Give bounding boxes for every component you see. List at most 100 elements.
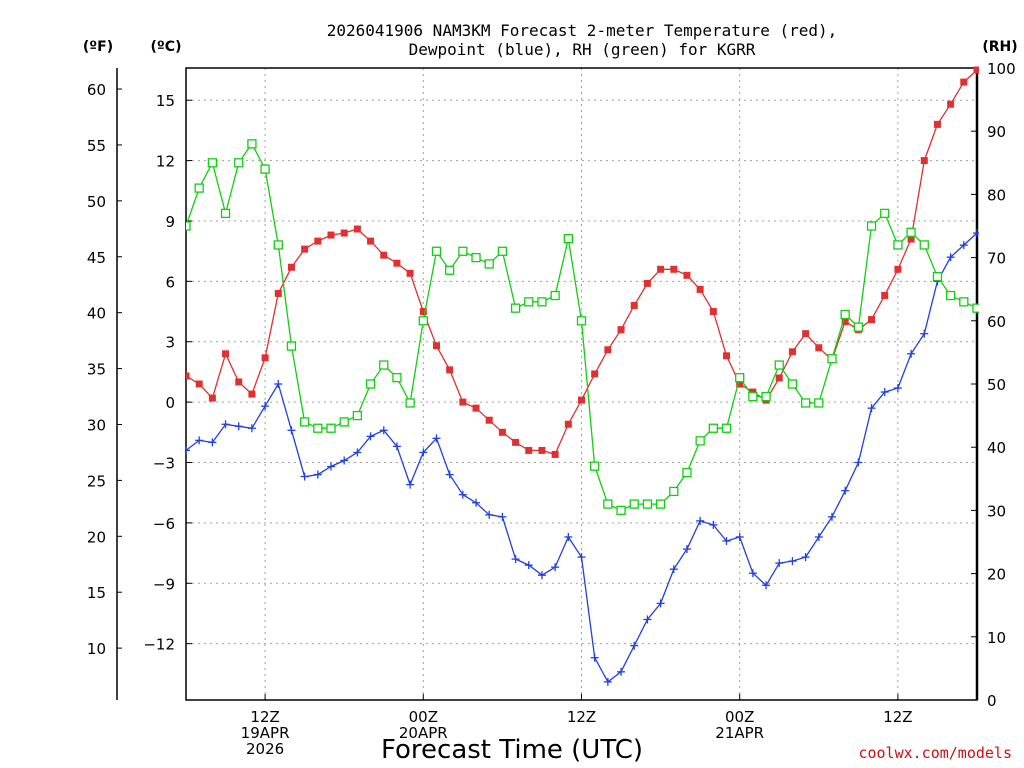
data-point — [379, 360, 389, 370]
data-point — [220, 208, 231, 219]
data-point — [907, 349, 916, 358]
data-point — [273, 240, 283, 250]
data-point — [431, 246, 442, 256]
data-point — [485, 416, 493, 424]
data-point — [709, 308, 717, 316]
data-point — [682, 467, 692, 478]
data-point — [472, 498, 481, 507]
data-point — [286, 341, 297, 351]
data-point — [920, 329, 929, 338]
data-point — [959, 297, 969, 307]
data-point — [946, 253, 955, 262]
data-point — [827, 512, 836, 521]
series-temperature — [186, 66, 979, 458]
data-point — [933, 120, 941, 128]
data-point — [365, 379, 376, 389]
data-point — [866, 221, 877, 231]
data-point — [314, 237, 322, 245]
data-point — [340, 456, 349, 465]
rh-tick-label: 30 — [987, 502, 1006, 520]
data-point — [353, 225, 361, 233]
data-point — [853, 322, 863, 332]
x-tick-label: 20APR — [399, 724, 448, 742]
x-tick-label: 21APR — [715, 724, 764, 742]
data-point — [868, 316, 876, 324]
celsius-tick-label: −6 — [153, 515, 175, 533]
data-point — [418, 316, 428, 326]
data-point — [748, 569, 757, 578]
data-point — [287, 263, 295, 271]
data-point — [405, 398, 415, 408]
data-point — [458, 490, 467, 499]
celsius-tick-label: −9 — [153, 575, 175, 593]
data-point — [459, 398, 467, 406]
data-point — [234, 158, 244, 168]
rh-tick-label: 0 — [987, 692, 997, 710]
data-point — [339, 417, 349, 427]
data-point — [247, 139, 257, 149]
data-point — [471, 252, 481, 263]
data-point — [670, 265, 678, 273]
fahrenheit-tick-label: 40 — [87, 305, 106, 323]
data-point — [655, 499, 666, 509]
data-point — [788, 557, 797, 566]
data-point — [300, 472, 309, 481]
data-point — [261, 402, 270, 411]
data-point — [484, 259, 494, 269]
data-point — [222, 350, 230, 358]
data-point — [630, 641, 639, 650]
data-point — [669, 486, 679, 497]
data-point — [907, 235, 915, 243]
data-point — [563, 233, 573, 244]
data-point — [472, 404, 480, 412]
data-point — [287, 426, 296, 435]
series-dewpoint — [186, 229, 979, 686]
data-point — [208, 394, 216, 402]
data-point — [208, 438, 217, 447]
data-point — [748, 391, 758, 402]
celsius-tick-label: 0 — [165, 394, 175, 412]
data-point — [932, 271, 943, 282]
data-point — [524, 297, 534, 307]
data-point — [800, 398, 811, 408]
data-point — [669, 565, 678, 574]
data-point — [247, 424, 256, 433]
data-point — [186, 221, 191, 231]
data-point — [603, 677, 612, 686]
celsius-tick-label: 3 — [165, 334, 175, 352]
x-tick-label: 00Z — [409, 708, 438, 726]
fahrenheit-tick-label: 55 — [87, 137, 106, 155]
data-point — [590, 653, 599, 662]
data-point — [630, 302, 638, 310]
data-point — [972, 303, 979, 313]
x-tick-label: 12Z — [883, 708, 912, 726]
data-point — [524, 561, 533, 570]
data-point — [603, 499, 613, 509]
fahrenheit-tick-label: 45 — [87, 249, 106, 267]
data-point — [392, 373, 402, 383]
data-point — [380, 251, 388, 259]
data-point — [774, 360, 784, 370]
data-point — [406, 480, 415, 489]
chart-title-line2: Dewpoint (blue), RH (green) for KGRR — [409, 40, 756, 59]
data-point — [696, 516, 705, 525]
x-axis-label: Forecast Time (UTC) — [381, 735, 643, 765]
data-point — [327, 231, 335, 239]
data-point — [234, 422, 243, 431]
data-point — [656, 599, 665, 608]
rh-tick-label: 60 — [987, 313, 1006, 331]
data-point — [299, 417, 310, 427]
data-point — [419, 308, 427, 316]
data-point — [576, 316, 587, 326]
data-point — [723, 352, 731, 360]
data-point — [775, 374, 783, 382]
data-point — [525, 446, 533, 454]
data-point — [419, 448, 428, 457]
fahrenheit-tick-label: 35 — [87, 361, 106, 379]
data-point — [221, 420, 230, 429]
data-point — [353, 448, 362, 457]
rh-tick-label: 20 — [987, 566, 1006, 584]
rh-tick-label: 50 — [987, 376, 1006, 394]
data-point — [551, 563, 560, 572]
data-point — [248, 390, 256, 398]
